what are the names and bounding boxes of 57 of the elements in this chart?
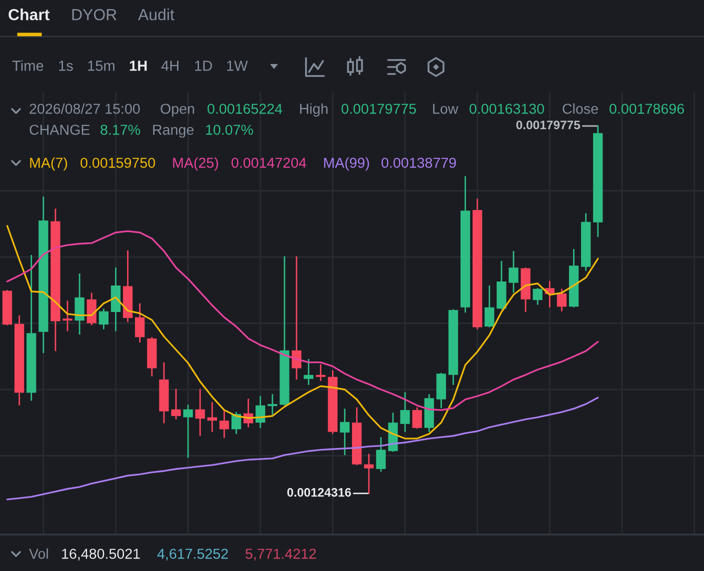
text: MA(7) [30, 157, 68, 171]
text: Low [433, 104, 458, 114]
candlestick [376, 437, 386, 472]
text: 1D [195, 60, 212, 71]
text: 15m [88, 60, 114, 71]
candlestick [219, 410, 230, 438]
annotation: CHANGE [30, 124, 90, 135]
text: Open [160, 104, 194, 117]
text: Time [12, 60, 44, 71]
text: High [300, 103, 328, 117]
candlestick [292, 256, 302, 380]
annotation: 0.00147204 [232, 158, 306, 168]
candlestick [484, 285, 494, 328]
text: MA(25) [173, 157, 218, 171]
candlestick [62, 300, 72, 332]
text: 0.00163130 [470, 104, 544, 114]
annotation: 0.00179775 [516, 120, 580, 130]
candlestick [135, 303, 145, 342]
candlestick [98, 308, 108, 330]
text: 0.00179775 [342, 104, 416, 114]
text: 0.00178696 [610, 104, 684, 114]
candlestick [364, 454, 374, 494]
candlestick [532, 288, 542, 305]
text: MA(99) [324, 157, 370, 171]
candlestick [316, 364, 326, 381]
text: 0.00165224 [208, 104, 282, 114]
text: Audit [138, 8, 174, 20]
candlestick [231, 412, 242, 434]
annotation: 0.00124316 [287, 488, 351, 497]
text: 2026/08/27 15:00 [30, 103, 140, 114]
candlestick [508, 251, 518, 293]
candlestick [268, 394, 278, 415]
text: Vol [29, 548, 48, 559]
candlestick [195, 388, 205, 436]
candlestick [340, 408, 350, 456]
text: 16,480.5021 [62, 548, 140, 561]
text: DYOR [72, 8, 116, 20]
candlestick [412, 407, 422, 429]
annotation: Range [153, 124, 194, 138]
text: Chart [8, 8, 50, 20]
text: 1s [59, 60, 73, 71]
candlestick [400, 392, 410, 432]
text: 5,771.4212 [246, 548, 316, 561]
text: 4H [161, 60, 178, 71]
annotation: 10.07% [206, 124, 254, 135]
text: Close [562, 103, 598, 114]
text: 1H [130, 60, 147, 71]
text: 1W [227, 60, 248, 71]
annotation: 0.00138779 [382, 158, 456, 168]
candlestick [304, 358, 314, 385]
candlestick [171, 388, 181, 420]
candlestick [74, 274, 84, 335]
candlestick [556, 288, 567, 312]
annotation: 8.17% [100, 124, 140, 135]
text: 4,617.5252 [157, 548, 228, 561]
annotation: 0.00159750 [80, 158, 156, 168]
candlestick [183, 404, 193, 458]
